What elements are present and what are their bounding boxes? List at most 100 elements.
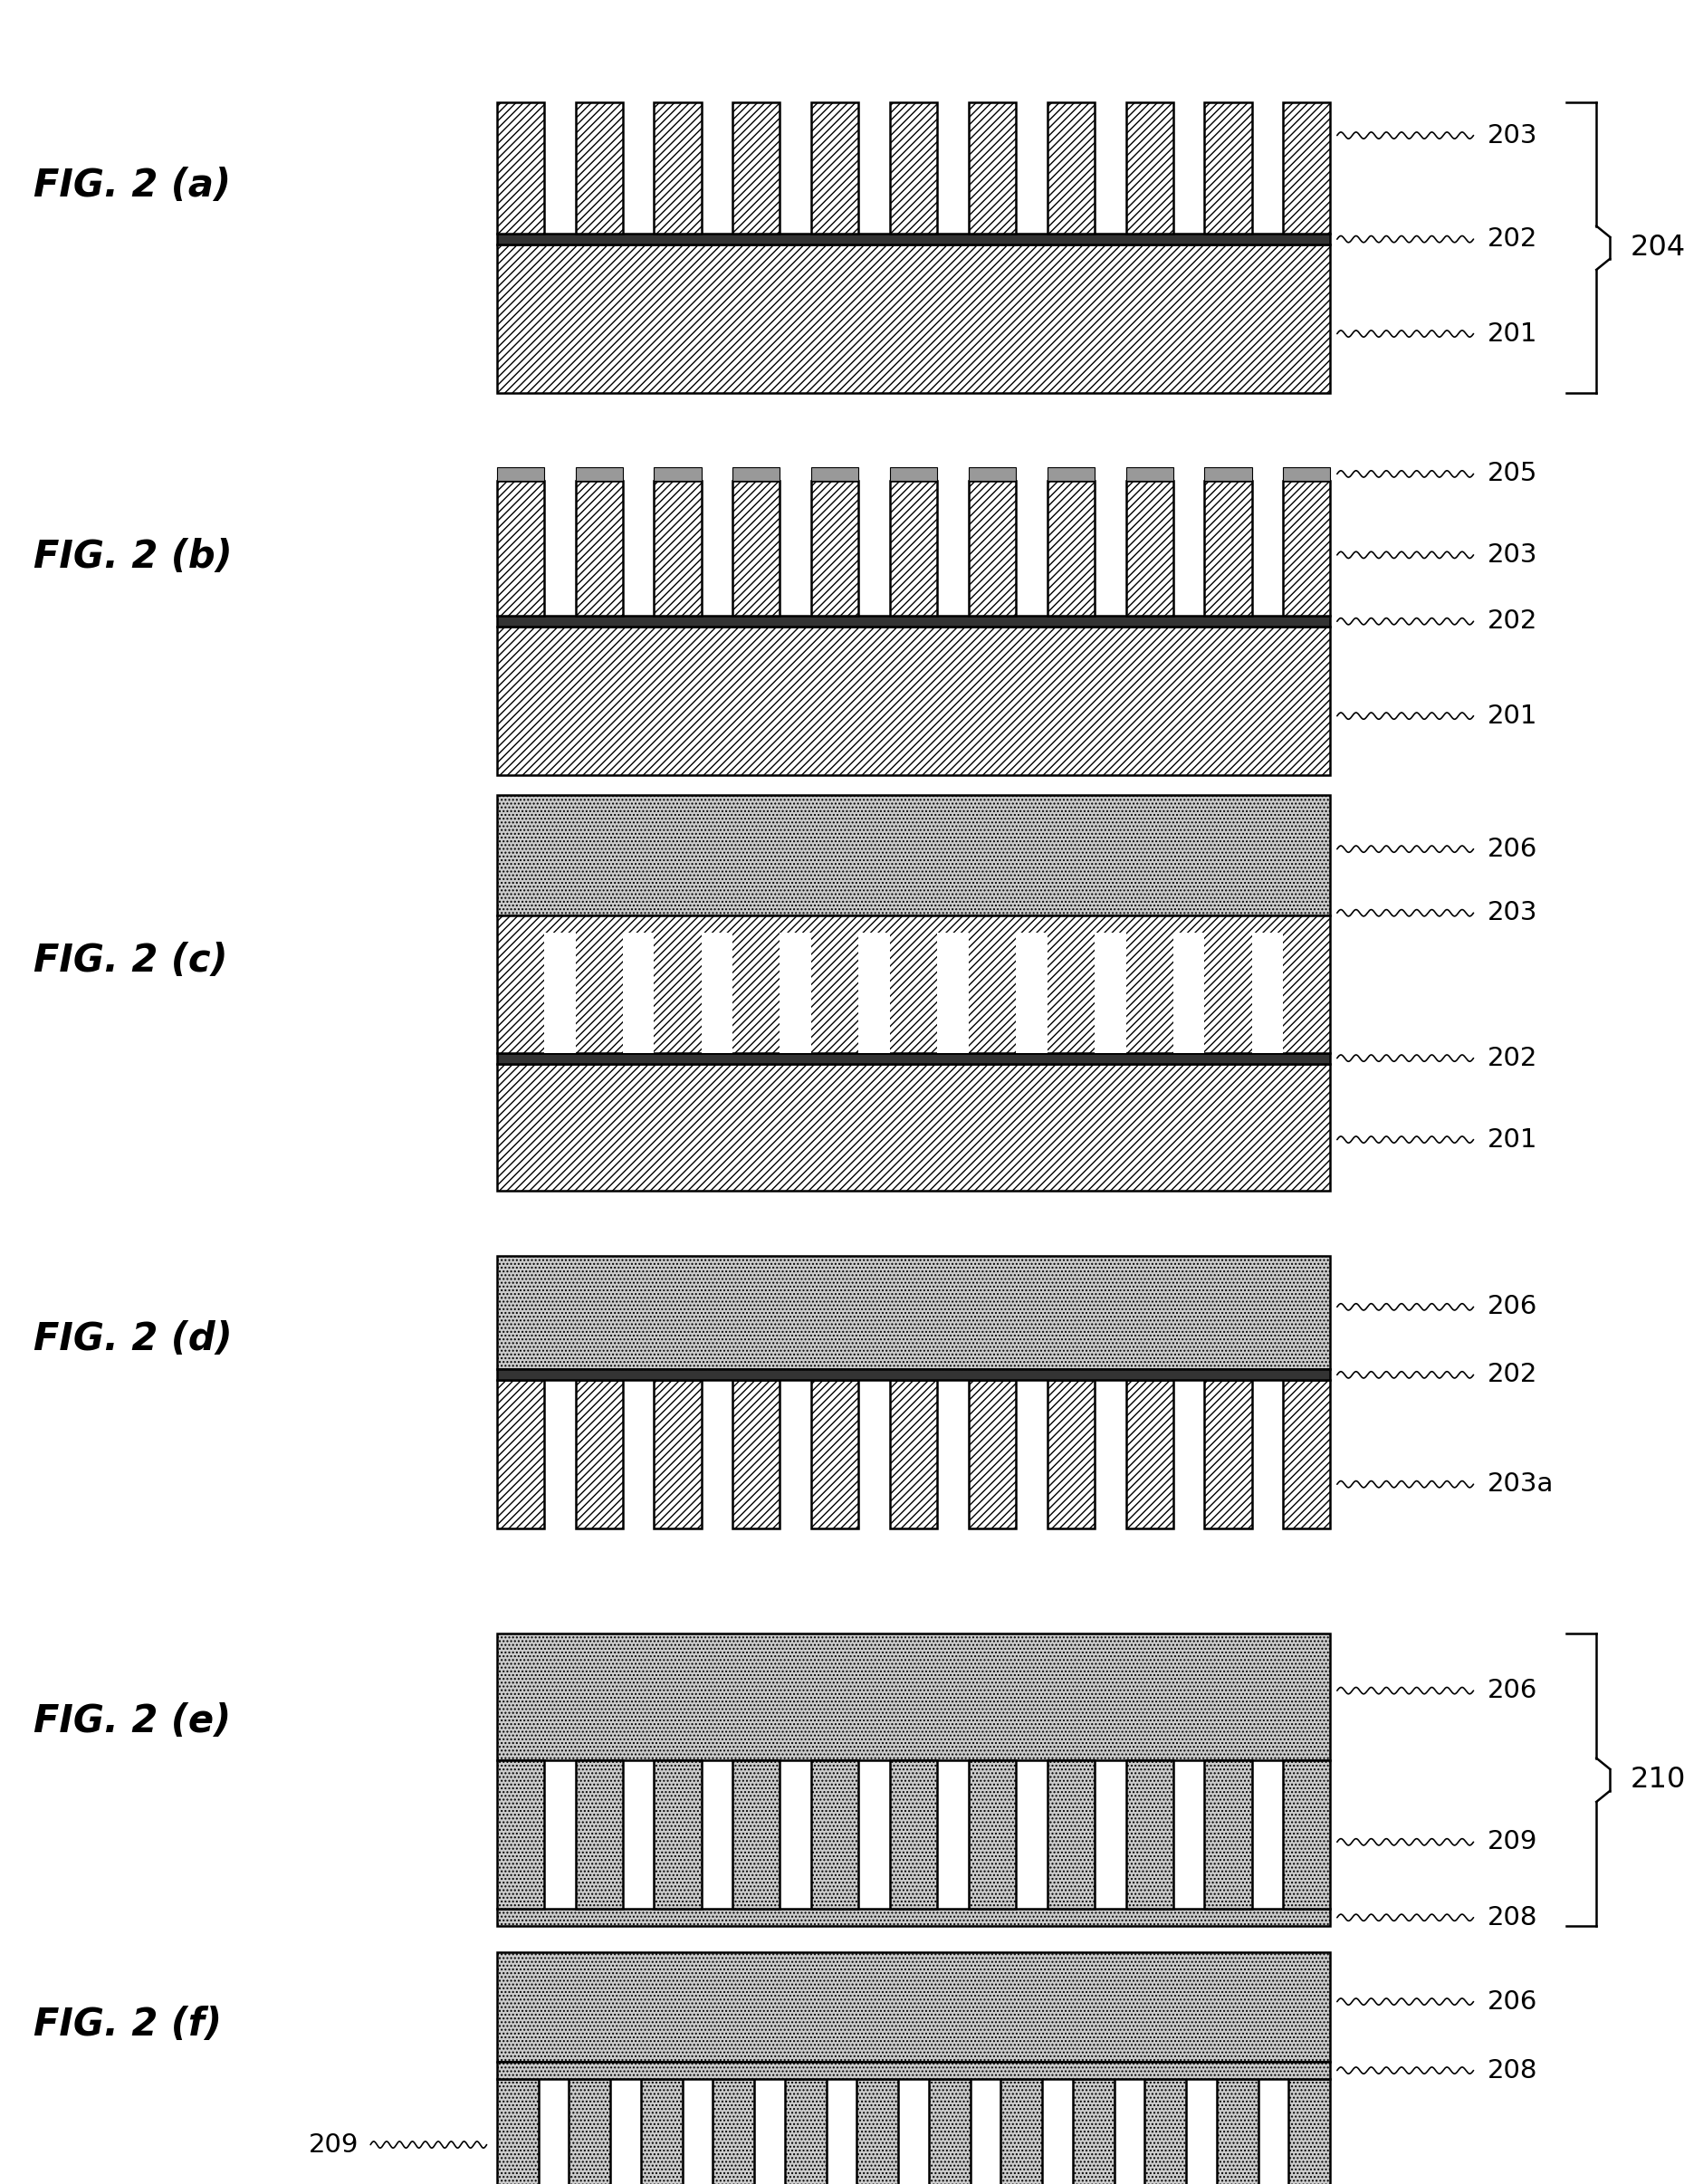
Text: 208: 208 — [1487, 2057, 1537, 2084]
Bar — [1204, 480, 1251, 616]
Bar — [812, 103, 859, 234]
Bar — [653, 103, 701, 234]
Text: 206: 206 — [1487, 1677, 1537, 1704]
Bar — [968, 1380, 1015, 1529]
Bar — [497, 103, 544, 234]
Bar — [497, 480, 544, 616]
Bar — [497, 1909, 1330, 1926]
Text: 203a: 203a — [1487, 1472, 1553, 1496]
Bar — [653, 1380, 701, 1529]
Bar — [968, 1760, 1015, 1909]
Bar — [733, 467, 780, 480]
Text: 202: 202 — [1487, 1363, 1537, 1387]
Text: FIG. 2 (a): FIG. 2 (a) — [34, 166, 231, 205]
Bar — [497, 616, 1330, 627]
Bar — [1127, 480, 1174, 616]
Bar — [1047, 103, 1095, 234]
Bar — [497, 1256, 1330, 1369]
Bar — [733, 103, 780, 234]
Bar — [1204, 1380, 1251, 1529]
Bar — [497, 245, 1330, 393]
Bar — [1251, 933, 1283, 1053]
Bar — [653, 467, 701, 480]
Bar — [812, 1380, 859, 1529]
Text: 206: 206 — [1487, 1295, 1537, 1319]
Text: 203: 203 — [1487, 900, 1537, 926]
Bar — [1283, 1380, 1330, 1529]
Bar — [640, 2079, 682, 2184]
Bar — [928, 2079, 970, 2184]
Text: FIG. 2 (d): FIG. 2 (d) — [34, 1319, 232, 1358]
Bar — [733, 480, 780, 616]
Bar — [733, 1760, 780, 1909]
Bar — [857, 2079, 899, 2184]
Bar — [1047, 467, 1095, 480]
Bar — [889, 1380, 938, 1529]
Bar — [889, 467, 938, 480]
Bar — [497, 1053, 1330, 1064]
Bar — [712, 2079, 754, 2184]
Text: 201: 201 — [1487, 1127, 1537, 1153]
Bar — [1174, 933, 1204, 1053]
Text: 209: 209 — [308, 2132, 359, 2158]
Bar — [968, 103, 1015, 234]
Text: 205: 205 — [1487, 461, 1537, 487]
Text: 204: 204 — [1630, 234, 1684, 262]
Bar — [544, 933, 576, 1053]
Bar — [497, 2079, 539, 2184]
Bar — [497, 1634, 1330, 1760]
Bar — [938, 933, 968, 1053]
Bar — [576, 1380, 623, 1529]
Text: 202: 202 — [1487, 1046, 1537, 1070]
Bar — [1127, 467, 1174, 480]
Bar — [497, 467, 544, 480]
Text: 203: 203 — [1487, 122, 1537, 149]
Text: 206: 206 — [1487, 1990, 1537, 2014]
Bar — [653, 1760, 701, 1909]
Bar — [623, 933, 653, 1053]
Bar — [889, 1760, 938, 1909]
Bar — [733, 1380, 780, 1529]
Text: 210: 210 — [1630, 1767, 1684, 1793]
Bar — [1288, 2079, 1330, 2184]
Bar — [1047, 480, 1095, 616]
Text: 202: 202 — [1487, 227, 1537, 251]
Bar — [576, 467, 623, 480]
Bar — [812, 467, 859, 480]
Bar — [1283, 103, 1330, 234]
Bar — [1283, 467, 1330, 480]
Bar — [1073, 2079, 1115, 2184]
Bar — [497, 795, 1330, 915]
Text: 209: 209 — [1487, 1830, 1537, 1854]
Bar — [859, 933, 889, 1053]
Bar — [497, 2062, 1330, 2079]
Bar — [576, 480, 623, 616]
Bar — [1283, 1760, 1330, 1909]
Bar — [968, 480, 1015, 616]
Text: FIG. 2 (b): FIG. 2 (b) — [34, 537, 232, 577]
Bar — [1015, 933, 1047, 1053]
Bar — [1095, 933, 1127, 1053]
Bar — [576, 1760, 623, 1909]
Text: FIG. 2 (f): FIG. 2 (f) — [34, 2005, 222, 2044]
Bar — [497, 1380, 544, 1529]
Bar — [968, 467, 1015, 480]
Text: FIG. 2 (e): FIG. 2 (e) — [34, 1701, 231, 1741]
Text: 206: 206 — [1487, 836, 1537, 863]
Bar — [1047, 1760, 1095, 1909]
Text: 201: 201 — [1487, 321, 1537, 347]
Bar — [497, 1369, 1330, 1380]
Bar — [812, 480, 859, 616]
Bar — [1000, 2079, 1042, 2184]
Bar — [889, 103, 938, 234]
Bar — [1216, 2079, 1258, 2184]
Bar — [1127, 103, 1174, 234]
Bar — [497, 1952, 1330, 2062]
Bar — [1145, 2079, 1187, 2184]
Bar — [497, 1760, 544, 1909]
Bar — [1283, 480, 1330, 616]
Bar — [497, 915, 1330, 1053]
Bar — [1127, 1380, 1174, 1529]
Text: 201: 201 — [1487, 703, 1537, 729]
Bar — [1127, 1760, 1174, 1909]
